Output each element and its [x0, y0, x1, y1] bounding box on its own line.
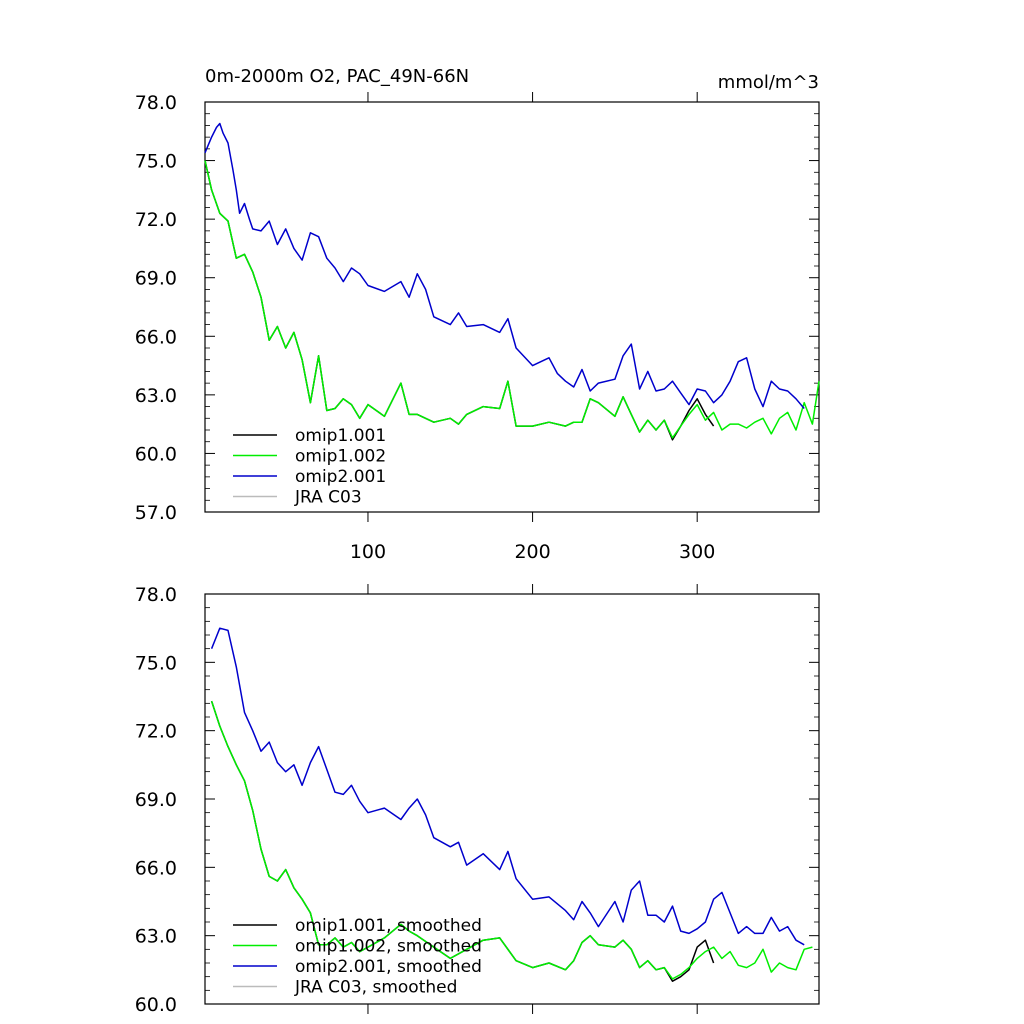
- top-panel-frame: [204, 101, 820, 513]
- series-line-omip2-001: [204, 122, 805, 409]
- bottom-panel: 60.0 63.0 66.0 69.0 72.0 75.0 78.0 omip1.001, …: [135, 584, 820, 1016]
- top-chart-units: mmol/m^3: [718, 72, 819, 93]
- y-tick-label: 78.0: [135, 584, 177, 606]
- legend-label: omip1.001, smoothed: [295, 916, 482, 936]
- legend-label: JRA C03: [294, 488, 362, 508]
- y-tick-label: 69.0: [135, 268, 177, 290]
- x-tick-label: 100: [350, 541, 386, 563]
- top-axes: 57.0 60.0 63.0 66.0 69.0 72.0 75.0 78.0 100 200 30…: [135, 92, 819, 563]
- bottom-series-lines: [210, 627, 813, 982]
- series-line-omip1-001: [204, 160, 715, 441]
- y-tick-label: 75.0: [135, 652, 177, 674]
- series-line-omip2-001-smoothed: [210, 627, 805, 946]
- y-tick-label: 57.0: [135, 502, 177, 524]
- y-tick-label: 72.0: [135, 721, 177, 743]
- y-tick-label: 60.0: [135, 994, 177, 1016]
- top-panel: 0m-2000m O2, PAC_49N-66N mmol/m^3 57.0 60…: [135, 66, 820, 563]
- y-tick-label: 72.0: [135, 209, 177, 231]
- y-tick-label: 63.0: [135, 926, 177, 948]
- legend-label: omip1.001: [295, 426, 386, 446]
- top-chart-title: 0m-2000m O2, PAC_49N-66N: [205, 66, 469, 87]
- legend-label: omip1.002: [295, 447, 386, 467]
- x-tick-label: 300: [679, 541, 715, 563]
- y-tick-label: 66.0: [135, 326, 177, 348]
- series-line-omip1-002-smoothed: [210, 700, 813, 980]
- y-tick-label: 63.0: [135, 385, 177, 407]
- legend-label: omip2.001, smoothed: [295, 957, 482, 977]
- y-tick-label: 75.0: [135, 151, 177, 173]
- y-tick-label: 66.0: [135, 857, 177, 879]
- x-tick-label: 200: [514, 541, 550, 563]
- series-line-omip1-002: [204, 160, 820, 439]
- y-tick-label: 60.0: [135, 443, 177, 465]
- legend-label: omip1.002, smoothed: [295, 937, 482, 957]
- bottom-axes: 60.0 63.0 66.0 69.0 72.0 75.0 78.0: [135, 584, 819, 1016]
- y-tick-label: 69.0: [135, 789, 177, 811]
- legend-label: JRA C03, smoothed: [294, 978, 457, 998]
- top-series-lines: [204, 122, 820, 441]
- y-tick-label: 78.0: [135, 92, 177, 114]
- legend-label: omip2.001: [295, 467, 386, 487]
